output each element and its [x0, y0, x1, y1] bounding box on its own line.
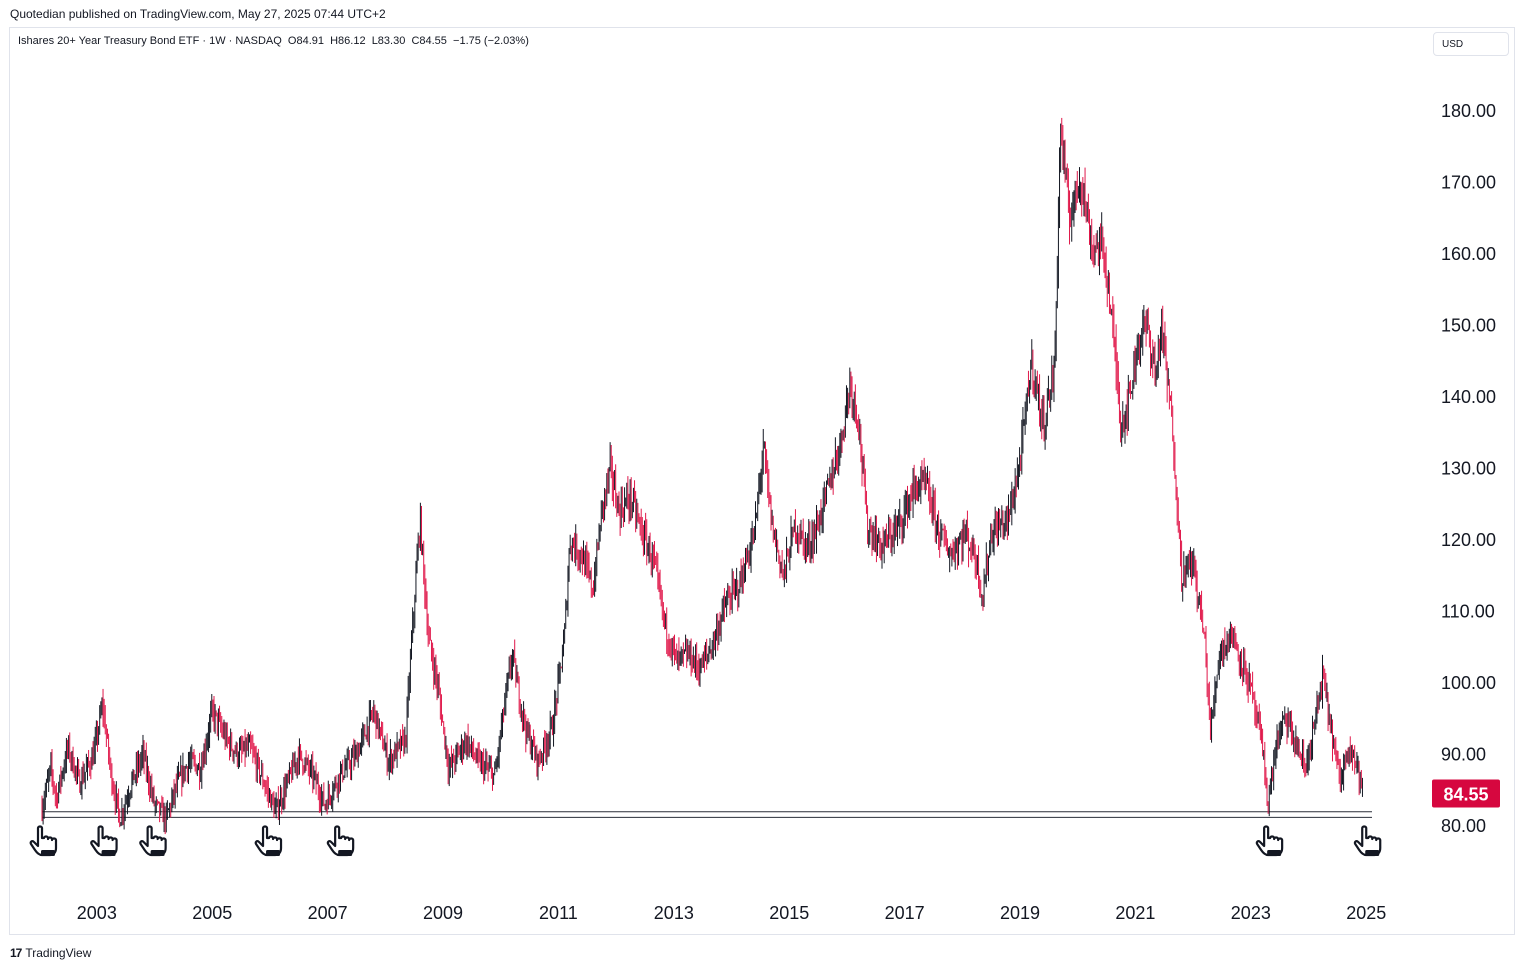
x-tick-label: 2025: [1346, 903, 1386, 923]
hand-pointer-icon: [90, 825, 118, 857]
hand-outline: [1255, 825, 1284, 857]
hand-cuff: [101, 850, 116, 856]
x-tick-label: 2015: [769, 903, 809, 923]
last-price-label: 84.55: [1432, 779, 1500, 808]
x-tick-label: 2021: [1115, 903, 1155, 923]
y-tick-label: 140.00: [1441, 387, 1496, 407]
y-tick-label: 150.00: [1441, 316, 1496, 336]
x-tick-label: 2023: [1231, 903, 1271, 923]
x-tick-label: 2003: [77, 903, 117, 923]
hand-cuff: [1365, 850, 1380, 856]
hand-cuff: [1267, 850, 1282, 856]
hand-outline: [139, 825, 167, 857]
x-tick-label: 2005: [192, 903, 232, 923]
y-tick-label: 130.00: [1441, 459, 1496, 479]
hand-cuff: [41, 850, 55, 856]
last-price-box: [1432, 779, 1500, 808]
hand-cuff: [150, 850, 165, 856]
publisher-line: Quotedian published on TradingView.com, …: [10, 7, 386, 21]
hand-pointer-icon: [1353, 825, 1382, 857]
x-tick-label: 2017: [885, 903, 925, 923]
y-tick-label: 110.00: [1441, 602, 1495, 622]
currency-selector[interactable]: USD: [1433, 32, 1509, 56]
candles: [41, 117, 1363, 835]
x-axis: 2003 2005 2007 2009 2011 2013 2015 2017 2019 2021…: [77, 903, 1386, 923]
last-price-text: 84.55: [1443, 784, 1488, 804]
y-tick-label: 180.00: [1441, 101, 1496, 121]
y-tick-label: 170.00: [1441, 173, 1496, 193]
x-tick-label: 2019: [1000, 903, 1040, 923]
hand-outline: [29, 825, 58, 857]
y-tick-label: 80.00: [1441, 816, 1486, 836]
hand-cuff: [266, 850, 281, 856]
hand-cuff: [338, 850, 353, 856]
hand-pointer-icon: [139, 825, 167, 857]
y-tick-label: 100.00: [1441, 673, 1496, 693]
y-tick-label: 120.00: [1441, 530, 1496, 550]
y-tick-label: 160.00: [1441, 244, 1496, 264]
tradingview-brand-text: TradingView: [25, 946, 92, 960]
y-tick-label: 90.00: [1441, 745, 1486, 765]
hand-outline: [254, 825, 283, 857]
x-tick-label: 2011: [539, 903, 578, 923]
hand-outline: [1353, 825, 1382, 857]
chart-frame: [9, 27, 1515, 935]
tradingview-logo-icon: 17: [10, 946, 22, 960]
hand-outline: [326, 825, 355, 857]
hand-pointer-icon: [254, 825, 283, 857]
x-tick-label: 2009: [423, 903, 463, 923]
y-axis: 180.00 170.00 160.00 150.00 140.00 130.00 120.…: [1441, 101, 1496, 836]
hand-pointer-icon: [326, 825, 355, 857]
markers: [29, 825, 1382, 857]
hand-pointer-icon: [1255, 825, 1284, 857]
tradingview-logo[interactable]: 17 TradingView: [10, 946, 91, 960]
symbol-legend: Ishares 20+ Year Treasury Bond ETF · 1W …: [18, 35, 529, 47]
hand-pointer-icon: [29, 825, 58, 857]
x-tick-label: 2013: [654, 903, 694, 923]
x-tick-label: 2007: [308, 903, 348, 923]
hand-outline: [90, 825, 118, 857]
support-lines: [42, 811, 1372, 818]
